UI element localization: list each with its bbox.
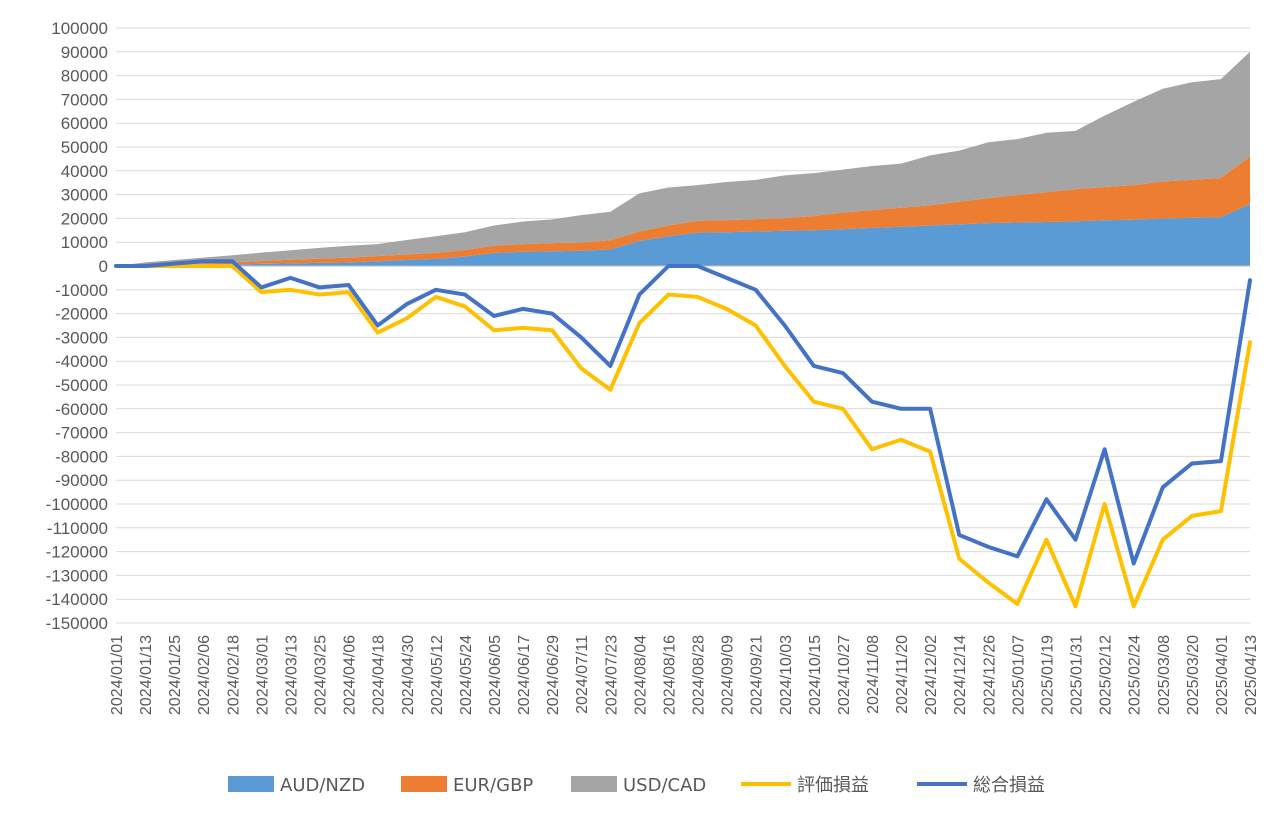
area-aud-nzd <box>116 204 1250 266</box>
legend-label: EUR/GBP <box>453 775 533 796</box>
x-tick-label: 2024/07/23 <box>603 635 620 715</box>
x-tick-label: 2025/01/31 <box>1069 635 1086 715</box>
legend-area-swatch <box>571 776 617 792</box>
x-tick-label: 2025/03/20 <box>1185 635 1202 715</box>
x-tick-label: 2025/02/12 <box>1098 635 1115 715</box>
area-series-layer <box>116 51 1250 267</box>
x-tick-label: 2024/03/25 <box>313 635 330 715</box>
x-tick-label: 2024/11/08 <box>865 635 882 714</box>
x-axis-ticks: 2024/01/01 2024/01/13 2024/01/25 2024/02/06… <box>109 635 1260 715</box>
y-tick-label: -130000 <box>46 566 108 585</box>
legend-usd-cad: USD/CAD <box>571 775 706 796</box>
legend-total-pnl: 総合損益 <box>917 775 1045 796</box>
y-tick-label: 90000 <box>61 43 108 62</box>
legend-valuation-pnl: 評価損益 <box>741 775 869 796</box>
x-tick-label: 2024/04/18 <box>371 635 388 715</box>
y-tick-label: -20000 <box>55 305 108 324</box>
y-tick-label: -100000 <box>46 495 108 514</box>
legend-label: AUD/NZD <box>280 775 365 796</box>
y-tick-label: -140000 <box>46 590 108 609</box>
area-eur-gbp <box>116 156 1250 266</box>
x-tick-label: 2025/04/13 <box>1243 635 1260 715</box>
line-series-layer <box>114 259 1252 609</box>
y-tick-label: 80000 <box>61 67 108 86</box>
x-tick-label: 2024/05/12 <box>429 635 446 715</box>
x-tick-label: 2024/10/03 <box>778 635 795 715</box>
x-tick-label: 2024/01/13 <box>138 635 155 715</box>
y-tick-label: -50000 <box>55 376 108 395</box>
legend: AUD/NZD EUR/GBP USD/CAD 評価損益 総合損益 <box>228 775 1045 796</box>
y-tick-label: -80000 <box>55 447 108 466</box>
y-tick-label: -70000 <box>55 424 108 443</box>
y-tick-label: 10000 <box>61 233 108 252</box>
area-usd-cad <box>116 51 1250 266</box>
x-tick-label: 2024/02/06 <box>196 635 213 715</box>
x-tick-label: 2024/01/25 <box>167 635 184 715</box>
y-tick-label: -110000 <box>47 519 108 538</box>
x-tick-label: 2024/04/06 <box>342 635 359 715</box>
x-tick-label: 2024/12/14 <box>952 635 969 715</box>
x-tick-label: 2025/04/01 <box>1214 635 1231 715</box>
legend-label: 総合損益 <box>973 775 1045 796</box>
valuation-pnl-line <box>114 264 1252 609</box>
x-tick-label: 2024/09/09 <box>720 635 737 715</box>
x-tick-label: 2024/08/04 <box>632 635 649 715</box>
y-tick-label: 70000 <box>61 90 108 109</box>
x-tick-label: 2024/06/05 <box>487 635 504 715</box>
x-tick-label: 2024/10/15 <box>807 635 824 715</box>
total-pnl-line <box>114 259 1252 566</box>
legend-label: 評価損益 <box>797 775 869 796</box>
y-tick-label: 60000 <box>61 114 108 133</box>
y-tick-label: -90000 <box>55 471 108 490</box>
legend-label: USD/CAD <box>623 775 706 796</box>
y-tick-label: 0 <box>99 257 108 276</box>
gridlines <box>116 27 1250 624</box>
y-tick-label: 100000 <box>51 19 108 38</box>
x-tick-label: 2025/03/08 <box>1156 635 1173 715</box>
x-tick-label: 2024/07/11 <box>574 635 591 714</box>
y-tick-label: -10000 <box>55 281 108 300</box>
x-tick-label: 2024/08/28 <box>691 635 708 715</box>
y-tick-label: 40000 <box>61 162 108 181</box>
y-tick-label: 30000 <box>61 186 108 205</box>
y-tick-label: -30000 <box>55 328 108 347</box>
y-tick-label: -40000 <box>55 352 108 371</box>
legend-aud-nzd: AUD/NZD <box>228 775 365 796</box>
x-tick-label: 2024/04/30 <box>400 635 417 715</box>
x-tick-label: 2024/06/17 <box>516 635 533 715</box>
x-tick-label: 2024/10/27 <box>836 635 853 715</box>
x-tick-label: 2025/01/07 <box>1010 635 1027 715</box>
y-tick-label: 50000 <box>61 138 108 157</box>
y-tick-label: 20000 <box>61 209 108 228</box>
x-tick-label: 2024/12/02 <box>923 635 940 715</box>
x-tick-label: 2024/06/29 <box>545 635 562 715</box>
x-tick-label: 2025/01/19 <box>1039 635 1056 715</box>
x-tick-label: 2024/08/16 <box>661 635 678 715</box>
x-tick-label: 2024/11/20 <box>894 635 911 714</box>
x-tick-label: 2024/12/26 <box>981 635 998 715</box>
legend-area-swatch <box>401 776 447 792</box>
y-tick-label: -120000 <box>46 543 108 562</box>
x-tick-label: 2024/03/13 <box>283 635 300 715</box>
x-tick-label: 2024/09/21 <box>749 635 766 715</box>
x-tick-label: 2024/03/01 <box>254 635 271 715</box>
legend-area-swatch <box>228 776 274 792</box>
y-tick-label: -150000 <box>46 614 108 633</box>
x-tick-label: 2024/05/24 <box>458 635 475 715</box>
legend-eur-gbp: EUR/GBP <box>401 775 533 796</box>
x-tick-label: 2024/01/01 <box>109 635 126 715</box>
x-tick-label: 2024/02/18 <box>225 635 242 715</box>
y-tick-label: -60000 <box>55 400 108 419</box>
x-tick-label: 2025/02/24 <box>1127 635 1144 715</box>
y-axis-ticks: 1000009000080000700006000050000400003000… <box>46 19 108 633</box>
